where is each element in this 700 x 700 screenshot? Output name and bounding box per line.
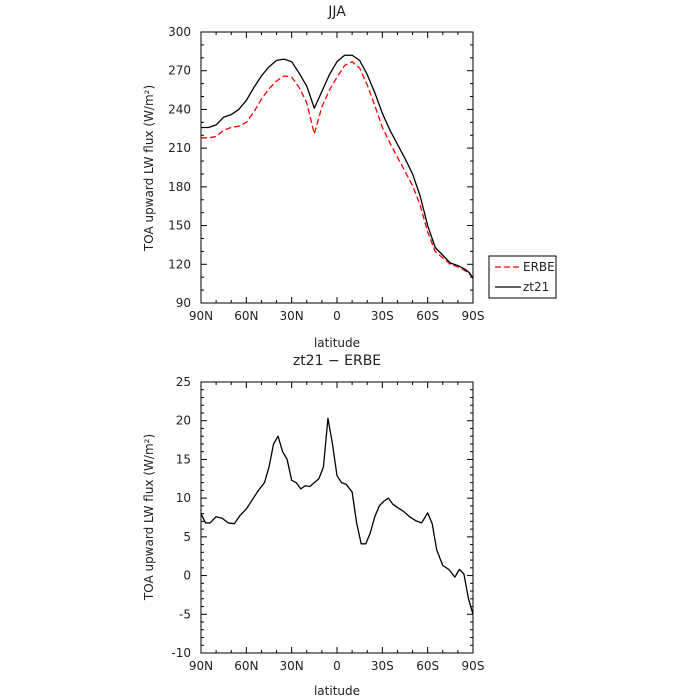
x-tick-label: 90N: [189, 309, 213, 323]
y-tick-label: 20: [176, 414, 191, 428]
x-tick-label: 30N: [280, 659, 304, 673]
legend-box: [488, 255, 557, 299]
x-tick-label: 0: [333, 309, 341, 323]
series-lines: [200, 417, 474, 615]
legend: ERBE zt21: [488, 255, 557, 299]
legend-label-erbe: ERBE: [523, 260, 555, 274]
x-tick-label: 0: [333, 659, 341, 673]
x-tick-label: 30S: [371, 659, 394, 673]
y-tick-label: 15: [176, 452, 191, 466]
tick-labels: 90N 60N 30N 0 30S 60S 90S 90 120 150 180 210 240 270 3…: [168, 25, 484, 323]
plot-frame: [200, 31, 474, 304]
y-tick-label: 180: [168, 180, 191, 194]
x-axis-title: latitude: [314, 336, 360, 350]
series-line-zt21: [201, 54, 474, 279]
difference-panel: zt21 − ERBE 90N 60N 30N 0 30S 60S 90S -10 -5 0 5 10…: [142, 353, 484, 698]
flux-panel: JJA 90N 60N 30N 0 30S 60S 90S 90 120 150 180 210 240…: [142, 4, 557, 350]
x-tick-label: 90S: [462, 659, 485, 673]
y-tick-label: 10: [176, 491, 191, 505]
series-lines: [201, 54, 474, 279]
x-tick-label: 90N: [189, 659, 213, 673]
y-tick-label: 270: [168, 64, 191, 78]
x-tick-label: 30N: [280, 309, 304, 323]
ticks: [200, 381, 474, 654]
x-tick-label: 60S: [416, 659, 439, 673]
y-tick-label: 90: [176, 296, 191, 310]
x-tick-label: 90S: [462, 309, 485, 323]
y-tick-label: 25: [176, 375, 191, 389]
y-tick-label: 0: [183, 569, 191, 583]
y-tick-label: 120: [168, 257, 191, 271]
panel-title: JJA: [327, 4, 346, 20]
plot-frame: [200, 381, 474, 654]
legend-label-zt21: zt21: [523, 280, 549, 294]
x-tick-label: 60N: [234, 659, 258, 673]
tick-labels: 90N 60N 30N 0 30S 60S 90S -10 -5 0 5 10 15 20 25: [171, 375, 484, 673]
y-tick-label: 210: [168, 141, 191, 155]
y-axis-title: TOA upward LW flux (W/m²): [142, 85, 156, 252]
x-tick-label: 30S: [371, 309, 394, 323]
x-tick-label: 60N: [234, 309, 258, 323]
y-tick-label: -5: [179, 607, 191, 621]
y-tick-label: 300: [168, 25, 191, 39]
panel-title: zt21 − ERBE: [293, 353, 381, 369]
y-tick-label: 5: [183, 530, 191, 544]
x-axis-title: latitude: [314, 684, 360, 698]
ticks: [200, 31, 474, 304]
y-axis-title: TOA upward LW flux (W/m²): [142, 434, 156, 601]
x-tick-label: 60S: [416, 309, 439, 323]
y-tick-label: 240: [168, 102, 191, 116]
series-line-erbe: [201, 61, 474, 279]
series-line-difference: [200, 417, 474, 615]
y-tick-label: 150: [168, 219, 191, 233]
y-tick-label: -10: [171, 646, 191, 660]
